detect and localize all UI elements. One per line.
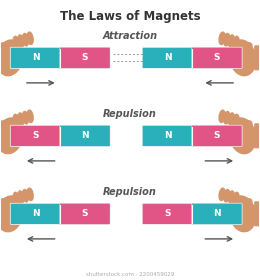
Ellipse shape	[243, 121, 252, 129]
Ellipse shape	[224, 190, 230, 202]
Ellipse shape	[229, 40, 256, 76]
Text: N: N	[32, 209, 40, 218]
Ellipse shape	[229, 196, 256, 232]
Ellipse shape	[18, 113, 24, 125]
Ellipse shape	[0, 121, 9, 129]
Ellipse shape	[27, 188, 33, 200]
Text: S: S	[81, 209, 88, 218]
FancyBboxPatch shape	[10, 203, 110, 224]
FancyBboxPatch shape	[142, 125, 242, 146]
Ellipse shape	[219, 188, 225, 200]
Ellipse shape	[0, 43, 9, 51]
Ellipse shape	[224, 34, 230, 46]
Ellipse shape	[228, 113, 234, 125]
Ellipse shape	[224, 111, 230, 124]
Ellipse shape	[233, 36, 239, 49]
FancyBboxPatch shape	[142, 47, 242, 68]
FancyBboxPatch shape	[59, 125, 110, 146]
Text: S: S	[32, 131, 39, 140]
FancyBboxPatch shape	[10, 47, 110, 68]
FancyBboxPatch shape	[191, 203, 242, 224]
Ellipse shape	[233, 192, 239, 205]
Ellipse shape	[219, 110, 225, 123]
Ellipse shape	[23, 111, 29, 124]
FancyBboxPatch shape	[254, 201, 260, 226]
Ellipse shape	[228, 191, 234, 203]
FancyBboxPatch shape	[59, 203, 110, 224]
Text: S: S	[213, 53, 220, 62]
Ellipse shape	[229, 118, 256, 154]
Ellipse shape	[0, 118, 23, 154]
Ellipse shape	[0, 40, 23, 76]
Ellipse shape	[23, 190, 29, 202]
Ellipse shape	[27, 110, 33, 123]
Text: S: S	[213, 131, 220, 140]
Text: N: N	[32, 53, 40, 62]
Text: N: N	[164, 53, 171, 62]
Ellipse shape	[233, 114, 239, 127]
Text: Repulsion: Repulsion	[103, 109, 157, 118]
Text: Repulsion: Repulsion	[103, 186, 157, 197]
FancyBboxPatch shape	[191, 47, 242, 68]
Ellipse shape	[13, 192, 19, 205]
Text: N: N	[164, 131, 171, 140]
Text: shutterstock.com · 2200459029: shutterstock.com · 2200459029	[86, 272, 174, 277]
Ellipse shape	[13, 36, 19, 49]
Text: S: S	[164, 209, 171, 218]
Ellipse shape	[0, 199, 9, 207]
Ellipse shape	[27, 32, 33, 45]
Text: The Laws of Magnets: The Laws of Magnets	[60, 10, 200, 24]
Ellipse shape	[243, 199, 252, 207]
Text: Attraction: Attraction	[102, 31, 158, 41]
Ellipse shape	[0, 196, 23, 232]
Text: N: N	[213, 209, 220, 218]
Text: N: N	[81, 131, 89, 140]
FancyBboxPatch shape	[142, 203, 242, 224]
Ellipse shape	[18, 35, 24, 47]
Ellipse shape	[18, 191, 24, 203]
Ellipse shape	[219, 32, 225, 45]
Ellipse shape	[243, 43, 252, 51]
FancyBboxPatch shape	[254, 123, 260, 148]
FancyBboxPatch shape	[254, 45, 260, 70]
FancyBboxPatch shape	[191, 125, 242, 146]
Ellipse shape	[23, 34, 29, 46]
Text: S: S	[81, 53, 88, 62]
FancyBboxPatch shape	[59, 47, 110, 68]
Ellipse shape	[228, 35, 234, 47]
Ellipse shape	[13, 114, 19, 127]
FancyBboxPatch shape	[10, 125, 110, 146]
